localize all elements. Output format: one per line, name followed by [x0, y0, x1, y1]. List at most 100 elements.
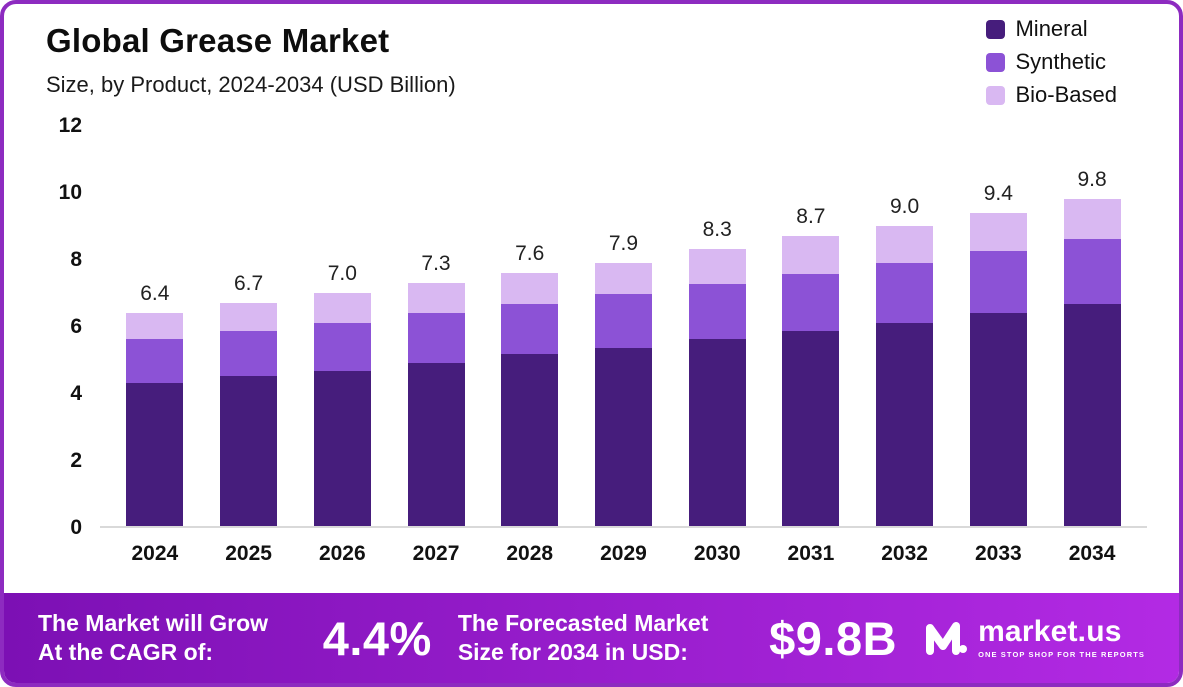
bar-total-label: 8.7 — [796, 205, 826, 229]
legend-label: Synthetic — [1015, 49, 1106, 74]
bar-segment-mineral — [594, 347, 652, 526]
x-tick-label: 2025 — [225, 542, 272, 565]
bar-segment-synthetic — [407, 312, 465, 363]
plot-area: 6.4 2024 6.7 2025 7.0 2026 7.3 2027 7.6 2028 7.9 20… — [100, 126, 1147, 565]
bar-2031: 8.7 2031 — [782, 126, 840, 565]
marketus-logo[interactable]: market.us ONE STOP SHOP FOR THE REPORTS — [923, 617, 1145, 659]
bar-segment-synthetic — [1063, 239, 1121, 305]
chart-legend: Mineral Synthetic Bio-Based — [986, 16, 1117, 115]
stacked-bar-chart: 12 10 8 6 4 2 0 6.4 2024 6.7 2025 7.0 2026 7.3 2027 7.… — [36, 114, 1147, 565]
bar-stack — [220, 302, 278, 526]
bar-segment-mineral — [688, 339, 746, 526]
bar-segment-bio-based — [407, 282, 465, 313]
marketus-logo-icon — [926, 622, 968, 655]
brand-tagline: ONE STOP SHOP FOR THE REPORTS — [978, 650, 1145, 660]
bar-segment-mineral — [969, 312, 1027, 526]
y-tick-label: 2 — [70, 449, 82, 472]
legend-label: Mineral — [1015, 16, 1088, 41]
chart-header: Global Grease Market Size, by Product, 2… — [46, 22, 456, 98]
bar-segment-synthetic — [688, 284, 746, 340]
y-tick-label: 6 — [70, 315, 82, 338]
bar-segment-mineral — [126, 382, 184, 526]
brand-text: market.us ONE STOP SHOP FOR THE REPORTS — [978, 617, 1145, 659]
bar-stack — [1063, 199, 1121, 526]
legend-swatch-bio-based — [986, 85, 1006, 105]
bar-2029: 7.9 2029 — [594, 126, 652, 565]
legend-item-synthetic: Synthetic — [986, 49, 1117, 75]
bar-stack — [313, 292, 371, 526]
bar-total-label: 7.3 — [421, 251, 451, 275]
bar-segment-bio-based — [688, 249, 746, 285]
bar-2027: 7.3 2027 — [407, 126, 465, 565]
bar-total-label: 7.6 — [515, 241, 545, 265]
x-tick-label: 2030 — [693, 542, 741, 565]
page-subtitle: Size, by Product, 2024-2034 (USD Billion… — [46, 72, 456, 97]
bar-total-label: 9.4 — [983, 181, 1013, 205]
bar-segment-bio-based — [220, 302, 278, 331]
legend-swatch-mineral — [986, 19, 1006, 39]
bar-segment-synthetic — [594, 294, 652, 348]
y-axis: 12 10 8 6 4 2 0 — [36, 114, 88, 539]
bar-segment-synthetic — [220, 331, 278, 376]
bar-stack — [407, 282, 465, 526]
bar-total-label: 6.4 — [140, 281, 170, 305]
bar-segment-synthetic — [313, 322, 371, 371]
bars-container: 6.4 2024 6.7 2025 7.0 2026 7.3 2027 7.6 2028 7.9 20… — [100, 126, 1147, 565]
bar-segment-bio-based — [313, 292, 371, 323]
bar-segment-bio-based — [1063, 199, 1121, 240]
y-tick-label: 8 — [70, 247, 82, 271]
bar-stack — [969, 212, 1027, 526]
bar-segment-mineral — [313, 371, 371, 526]
cagr-value: 4.4% — [322, 611, 432, 665]
x-tick-label: 2028 — [506, 542, 554, 565]
bar-segment-mineral — [782, 331, 840, 526]
bar-2024: 6.4 2024 — [126, 126, 184, 565]
bar-total-label: 6.7 — [233, 271, 264, 295]
bar-segment-synthetic — [969, 251, 1027, 313]
bar-stack — [688, 249, 746, 526]
bar-2034: 9.8 2034 — [1063, 126, 1121, 565]
bar-stack — [126, 312, 184, 526]
x-tick-label: 2033 — [974, 542, 1022, 565]
bar-2030: 8.3 2030 — [688, 126, 746, 565]
page-title: Global Grease Market — [46, 22, 390, 59]
bar-segment-bio-based — [782, 236, 840, 275]
bar-stack — [594, 262, 652, 526]
x-tick-label: 2026 — [318, 542, 366, 565]
forecast-label: The Forecasted Market Size for 2034 in U… — [457, 610, 709, 665]
bar-2026: 7.0 2026 — [313, 126, 371, 565]
x-tick-label: 2031 — [787, 542, 835, 565]
footer-banner: The Market will Grow At the CAGR of: 4.4… — [4, 593, 1179, 683]
bar-2032: 9.0 2032 — [876, 126, 934, 565]
bar-2033: 9.4 2033 — [969, 126, 1027, 565]
legend-label: Bio-Based — [1015, 82, 1117, 107]
bar-total-label: 9.0 — [890, 195, 920, 219]
bar-segment-bio-based — [501, 272, 559, 305]
y-tick-label: 0 — [70, 516, 82, 539]
bar-stack — [782, 236, 840, 526]
forecast-value: $9.8B — [769, 611, 898, 665]
x-tick-label: 2024 — [131, 542, 179, 565]
bar-stack — [501, 272, 559, 526]
bar-total-label: 7.9 — [608, 231, 639, 255]
legend-item-bio-based: Bio-Based — [986, 82, 1117, 108]
bar-segment-synthetic — [782, 274, 840, 331]
bar-2028: 7.6 2028 — [501, 126, 559, 565]
bar-segment-bio-based — [126, 312, 184, 340]
bar-total-label: 8.3 — [702, 218, 732, 242]
x-tick-label: 2027 — [412, 542, 460, 565]
cagr-label: The Market will Grow At the CAGR of: — [38, 610, 269, 665]
y-tick-label: 10 — [58, 180, 82, 204]
bar-segment-synthetic — [126, 339, 184, 383]
y-tick-label: 4 — [70, 381, 82, 405]
bar-segment-mineral — [220, 376, 278, 526]
y-tick-label: 12 — [58, 114, 82, 137]
bar-segment-mineral — [501, 354, 559, 526]
bar-segment-synthetic — [501, 304, 559, 355]
bar-segment-bio-based — [969, 212, 1027, 252]
bar-segment-mineral — [407, 362, 465, 526]
x-tick-label: 2032 — [881, 542, 928, 565]
bar-2025: 6.7 2025 — [220, 126, 278, 565]
x-tick-label: 2034 — [1068, 542, 1116, 565]
